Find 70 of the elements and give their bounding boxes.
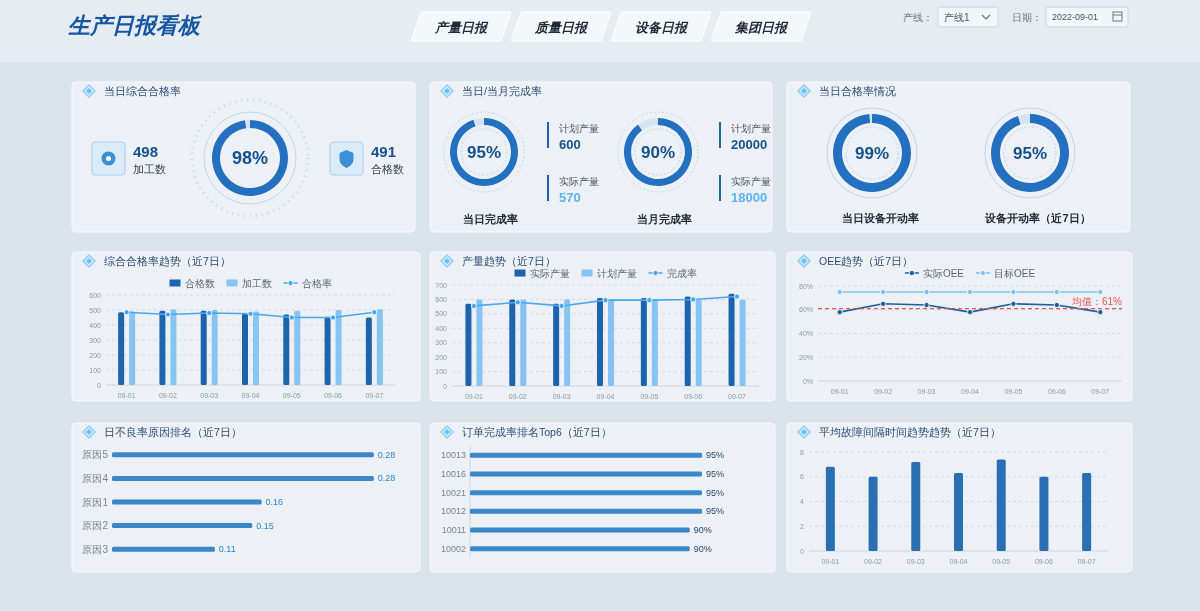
legend-label: 计划产量 [596, 267, 637, 279]
text: 20000 [731, 136, 768, 152]
chart-title: 当日合格率情况 [819, 85, 896, 97]
text: 570 [559, 189, 581, 205]
data-label: 0.16 [265, 497, 284, 507]
chart-title: 当日综合合格率 [104, 85, 181, 97]
y-tick-label: 10013 [440, 450, 466, 461]
y-tick-label: 10002 [440, 543, 466, 554]
text: 质量日报 [534, 19, 589, 35]
text: 实际产量 [731, 175, 771, 187]
legend-label: 实际产量 [529, 267, 570, 279]
y-tick-label: 10016 [440, 469, 466, 479]
data-label: 90% [693, 543, 712, 554]
text: 产线： [903, 11, 933, 23]
text: 2022-09-01 [1052, 12, 1099, 22]
legend-label: 目标OEE [994, 267, 1036, 279]
data-label: 95% [706, 506, 725, 517]
y-tick-label: 原因3 [82, 543, 109, 555]
text: 日期： [1012, 11, 1042, 23]
y-tick-label: 10012 [440, 506, 466, 517]
legend-label: 完成率 [666, 267, 697, 279]
data-label: 0.11 [218, 544, 236, 555]
data-label: 0.28 [377, 449, 396, 460]
chart-title: 产量趋势（近7日） [462, 255, 556, 267]
text: 生产日报看板 [68, 12, 202, 38]
chart-title: 综合合格率趋势（近7日） [104, 255, 231, 267]
data-label: 95% [706, 487, 725, 498]
data-label: 90% [640, 142, 676, 162]
text: 集团日报 [735, 19, 789, 35]
text: 计划产量 [559, 122, 599, 134]
legend-label: 实际OEE [922, 267, 965, 279]
ref-line-label: 均值：61% [1070, 296, 1123, 308]
data-label: 95% [466, 142, 502, 162]
text: 合格数 [371, 163, 404, 175]
data-label: 98% [231, 148, 269, 168]
y-tick-label: 原因4 [82, 472, 109, 484]
legend-label: 合格数 [184, 277, 215, 289]
data-label: 99% [854, 143, 890, 163]
text: 600 [559, 136, 581, 152]
chart-title: 日不良率原因排名（近7日） [104, 426, 242, 438]
chart-title: 平均故障间隔时间趋势趋势（近7日） [819, 426, 1001, 438]
data-label: 0.15 [256, 520, 274, 531]
data-label: 95% [706, 469, 725, 479]
text: 当日完成率 [462, 213, 518, 225]
data-label: 90% [693, 525, 712, 535]
text: 491 [371, 142, 397, 160]
text: 18000 [731, 189, 768, 205]
text: 当月完成率 [636, 213, 692, 225]
y-tick-label: 原因2 [82, 520, 109, 532]
chart-title: OEE趋势（近7日） [819, 255, 914, 267]
data-label: 95% [1012, 143, 1048, 163]
text: 产线1 [944, 11, 970, 23]
legend-label: 合格率 [301, 277, 332, 289]
text: 计划产量 [731, 122, 771, 134]
text: 产量日报 [434, 19, 489, 35]
text: 设备日报 [635, 19, 689, 35]
text: 当日设备开动率 [841, 212, 919, 224]
y-tick-label: 原因1 [82, 496, 109, 508]
y-tick-label: 原因5 [82, 449, 109, 461]
text: 设备开动率（近7日） [984, 212, 1091, 225]
legend-label: 加工数 [241, 277, 272, 289]
text: 498 [133, 142, 159, 160]
data-label: 95% [706, 450, 725, 461]
text: 加工数 [133, 163, 166, 175]
chart-title: 当日/当月完成率 [462, 85, 542, 97]
data-label: 0.28 [377, 473, 396, 484]
y-tick-label: 10011 [441, 525, 466, 535]
text: 实际产量 [559, 175, 599, 187]
y-tick-label: 10021 [440, 487, 466, 498]
chart-title: 订单完成率排名Top6（近7日） [462, 426, 612, 438]
